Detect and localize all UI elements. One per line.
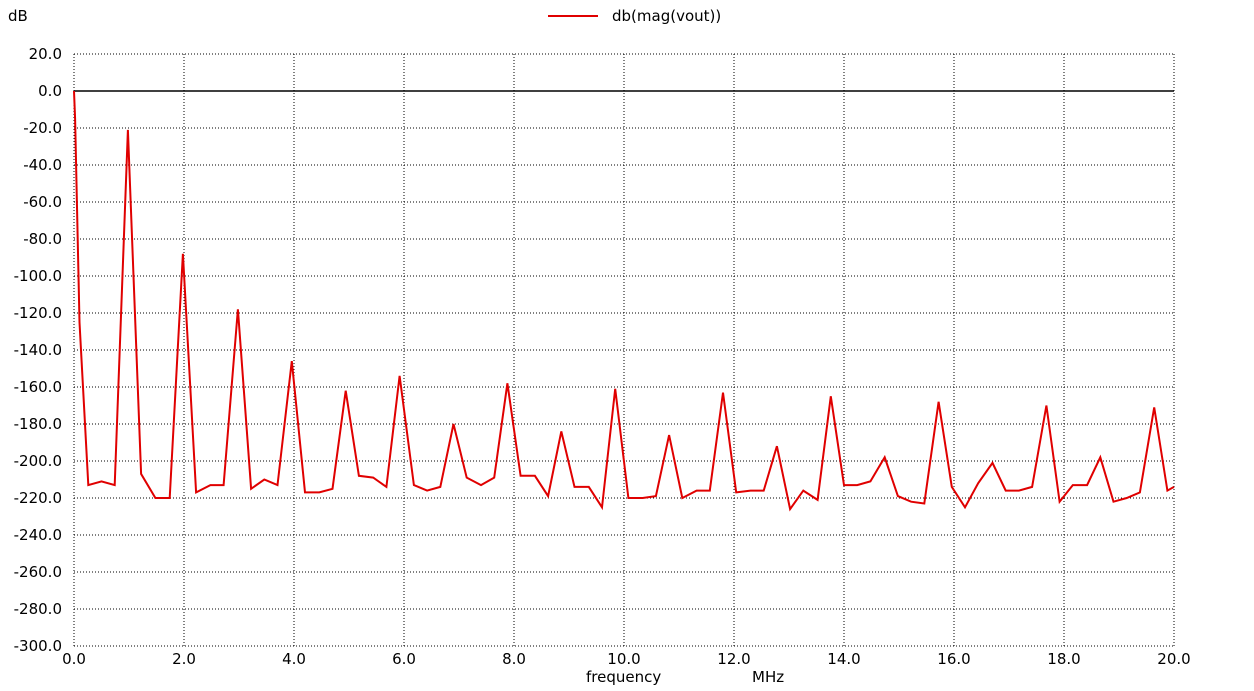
- y-axis-label: dB: [8, 7, 28, 25]
- y-tick-label: -300.0: [14, 637, 62, 655]
- x-tick-label: 16.0: [937, 650, 970, 668]
- plot-grid: [73, 53, 1175, 647]
- x-tick-label: 12.0: [717, 650, 750, 668]
- y-tick-label: -200.0: [14, 452, 62, 470]
- y-tick-label: -260.0: [14, 563, 62, 581]
- y-tick-label: -280.0: [14, 600, 62, 618]
- y-tick-label: -80.0: [23, 230, 62, 248]
- y-axis-tick-labels: 20.0 0.0 -20.0 -40.0 -60.0 -80.0 -100.0 -120.0 -…: [14, 45, 62, 655]
- y-tick-label: 20.0: [29, 45, 62, 63]
- y-tick-label: -120.0: [14, 304, 62, 322]
- x-axis-label: frequency: [586, 668, 661, 686]
- y-tick-label: -60.0: [23, 193, 62, 211]
- x-tick-label: 6.0: [392, 650, 416, 668]
- y-tick-label: -40.0: [23, 156, 62, 174]
- y-tick-label: -240.0: [14, 526, 62, 544]
- x-tick-label: 2.0: [172, 650, 196, 668]
- x-tick-label: 20.0: [1157, 650, 1190, 668]
- y-tick-label: -100.0: [14, 267, 62, 285]
- x-tick-label: 8.0: [502, 650, 526, 668]
- x-axis-unit: MHz: [752, 668, 784, 686]
- series-line: [73, 90, 1175, 512]
- y-tick-label: -160.0: [14, 378, 62, 396]
- x-tick-label: 18.0: [1047, 650, 1080, 668]
- x-tick-label: 4.0: [282, 650, 306, 668]
- y-tick-label: -180.0: [14, 415, 62, 433]
- legend: db(mag(vout)): [548, 7, 721, 25]
- x-axis-tick-labels: 0.0 2.0 4.0 6.0 8.0 10.0 12.0 14.0 16.0 18.0 20.0: [62, 650, 1191, 668]
- y-tick-label: -20.0: [23, 119, 62, 137]
- y-tick-label: 0.0: [38, 82, 62, 100]
- x-tick-label: 0.0: [62, 650, 86, 668]
- x-tick-label: 14.0: [827, 650, 860, 668]
- trace-layer: [73, 90, 1175, 512]
- x-tick-label: 10.0: [607, 650, 640, 668]
- y-tick-label: -220.0: [14, 489, 62, 507]
- legend-label: db(mag(vout)): [612, 7, 721, 25]
- y-tick-label: -140.0: [14, 341, 62, 359]
